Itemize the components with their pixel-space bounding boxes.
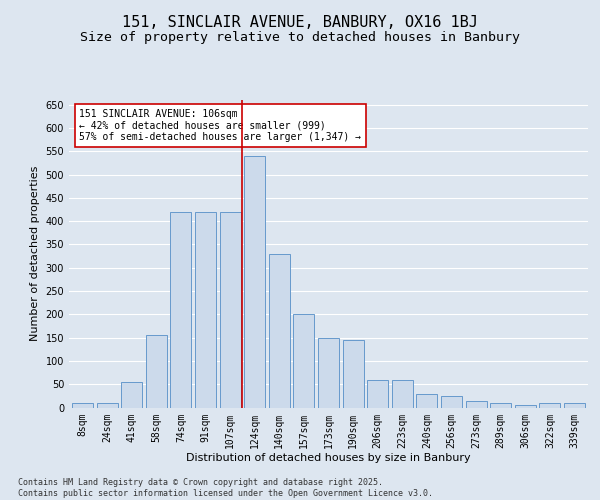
Bar bbox=[343, 340, 364, 407]
X-axis label: Distribution of detached houses by size in Banbury: Distribution of detached houses by size … bbox=[186, 453, 471, 463]
Bar bbox=[416, 394, 437, 407]
Bar bbox=[293, 314, 314, 408]
Text: 151, SINCLAIR AVENUE, BANBURY, OX16 1BJ: 151, SINCLAIR AVENUE, BANBURY, OX16 1BJ bbox=[122, 15, 478, 30]
Bar bbox=[367, 380, 388, 407]
Text: Contains HM Land Registry data © Crown copyright and database right 2025.
Contai: Contains HM Land Registry data © Crown c… bbox=[18, 478, 433, 498]
Bar bbox=[539, 403, 560, 407]
Bar bbox=[72, 403, 93, 407]
Bar bbox=[170, 212, 191, 408]
Bar bbox=[318, 338, 339, 407]
Bar bbox=[490, 403, 511, 407]
Bar bbox=[269, 254, 290, 408]
Bar bbox=[392, 380, 413, 407]
Bar bbox=[441, 396, 462, 407]
Text: Size of property relative to detached houses in Banbury: Size of property relative to detached ho… bbox=[80, 31, 520, 44]
Bar bbox=[515, 405, 536, 407]
Bar bbox=[97, 403, 118, 407]
Bar bbox=[564, 403, 585, 407]
Bar bbox=[146, 336, 167, 407]
Bar bbox=[195, 212, 216, 408]
Bar bbox=[244, 156, 265, 407]
Text: 151 SINCLAIR AVENUE: 106sqm
← 42% of detached houses are smaller (999)
57% of se: 151 SINCLAIR AVENUE: 106sqm ← 42% of det… bbox=[79, 109, 361, 142]
Bar bbox=[220, 212, 241, 408]
Bar bbox=[121, 382, 142, 407]
Y-axis label: Number of detached properties: Number of detached properties bbox=[30, 166, 40, 342]
Bar bbox=[466, 400, 487, 407]
